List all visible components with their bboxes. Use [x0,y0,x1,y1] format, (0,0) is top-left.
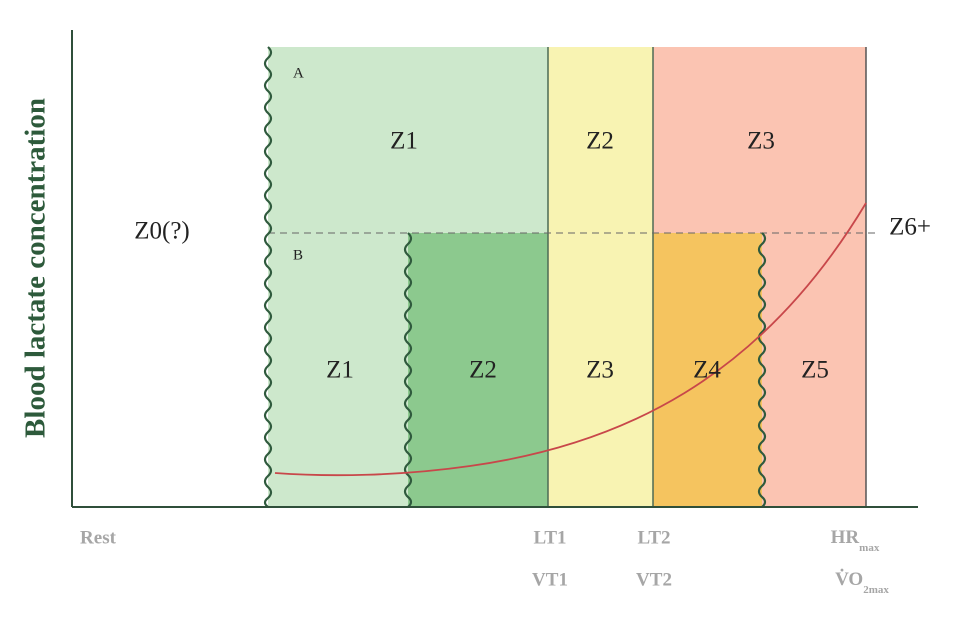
x-marker-alt-sub: 2max [863,584,889,596]
zone-label: Z1 [326,357,354,384]
zone-label: Z3 [747,128,775,155]
wavy-boundary [263,46,273,508]
zone-upper-3 [653,47,866,233]
zone-label: Z2 [469,357,497,384]
left-label: Z0(?) [134,218,190,245]
x-marker-alt: V̇O2max [835,569,889,595]
zone-lower-1 [268,233,408,507]
wavy-boundary [757,232,767,508]
wavy-boundary [403,232,413,508]
right-label: Z6+ [889,214,931,241]
zone-label: Z2 [586,128,614,155]
zone-lower-4 [653,233,762,507]
x-marker: LT1 [533,527,566,548]
zone-label: Z4 [693,357,721,384]
zone-label: Z1 [390,128,418,155]
x-marker: Rest [80,527,117,548]
lactate-curve [274,202,867,477]
x-marker-main: HR [831,527,860,548]
y-axis-label: Blood lactate concentration [20,98,52,438]
zone-lower-2 [408,233,548,507]
x-marker-alt: VT2 [636,569,672,590]
x-marker: HRmax [831,527,880,553]
x-marker: LT2 [637,527,670,548]
zone-label: Z5 [801,357,829,384]
band-marker: B [293,247,303,263]
zone-label: Z3 [586,357,614,384]
x-marker-alt-main: V̇O [835,569,863,590]
x-marker-sub: max [859,542,880,554]
x-marker-alt: VT1 [532,569,568,590]
band-marker: A [293,65,304,81]
zone-upper-1 [268,47,548,233]
zone-upper-2 [548,47,653,233]
zone-lower-3 [548,233,653,507]
